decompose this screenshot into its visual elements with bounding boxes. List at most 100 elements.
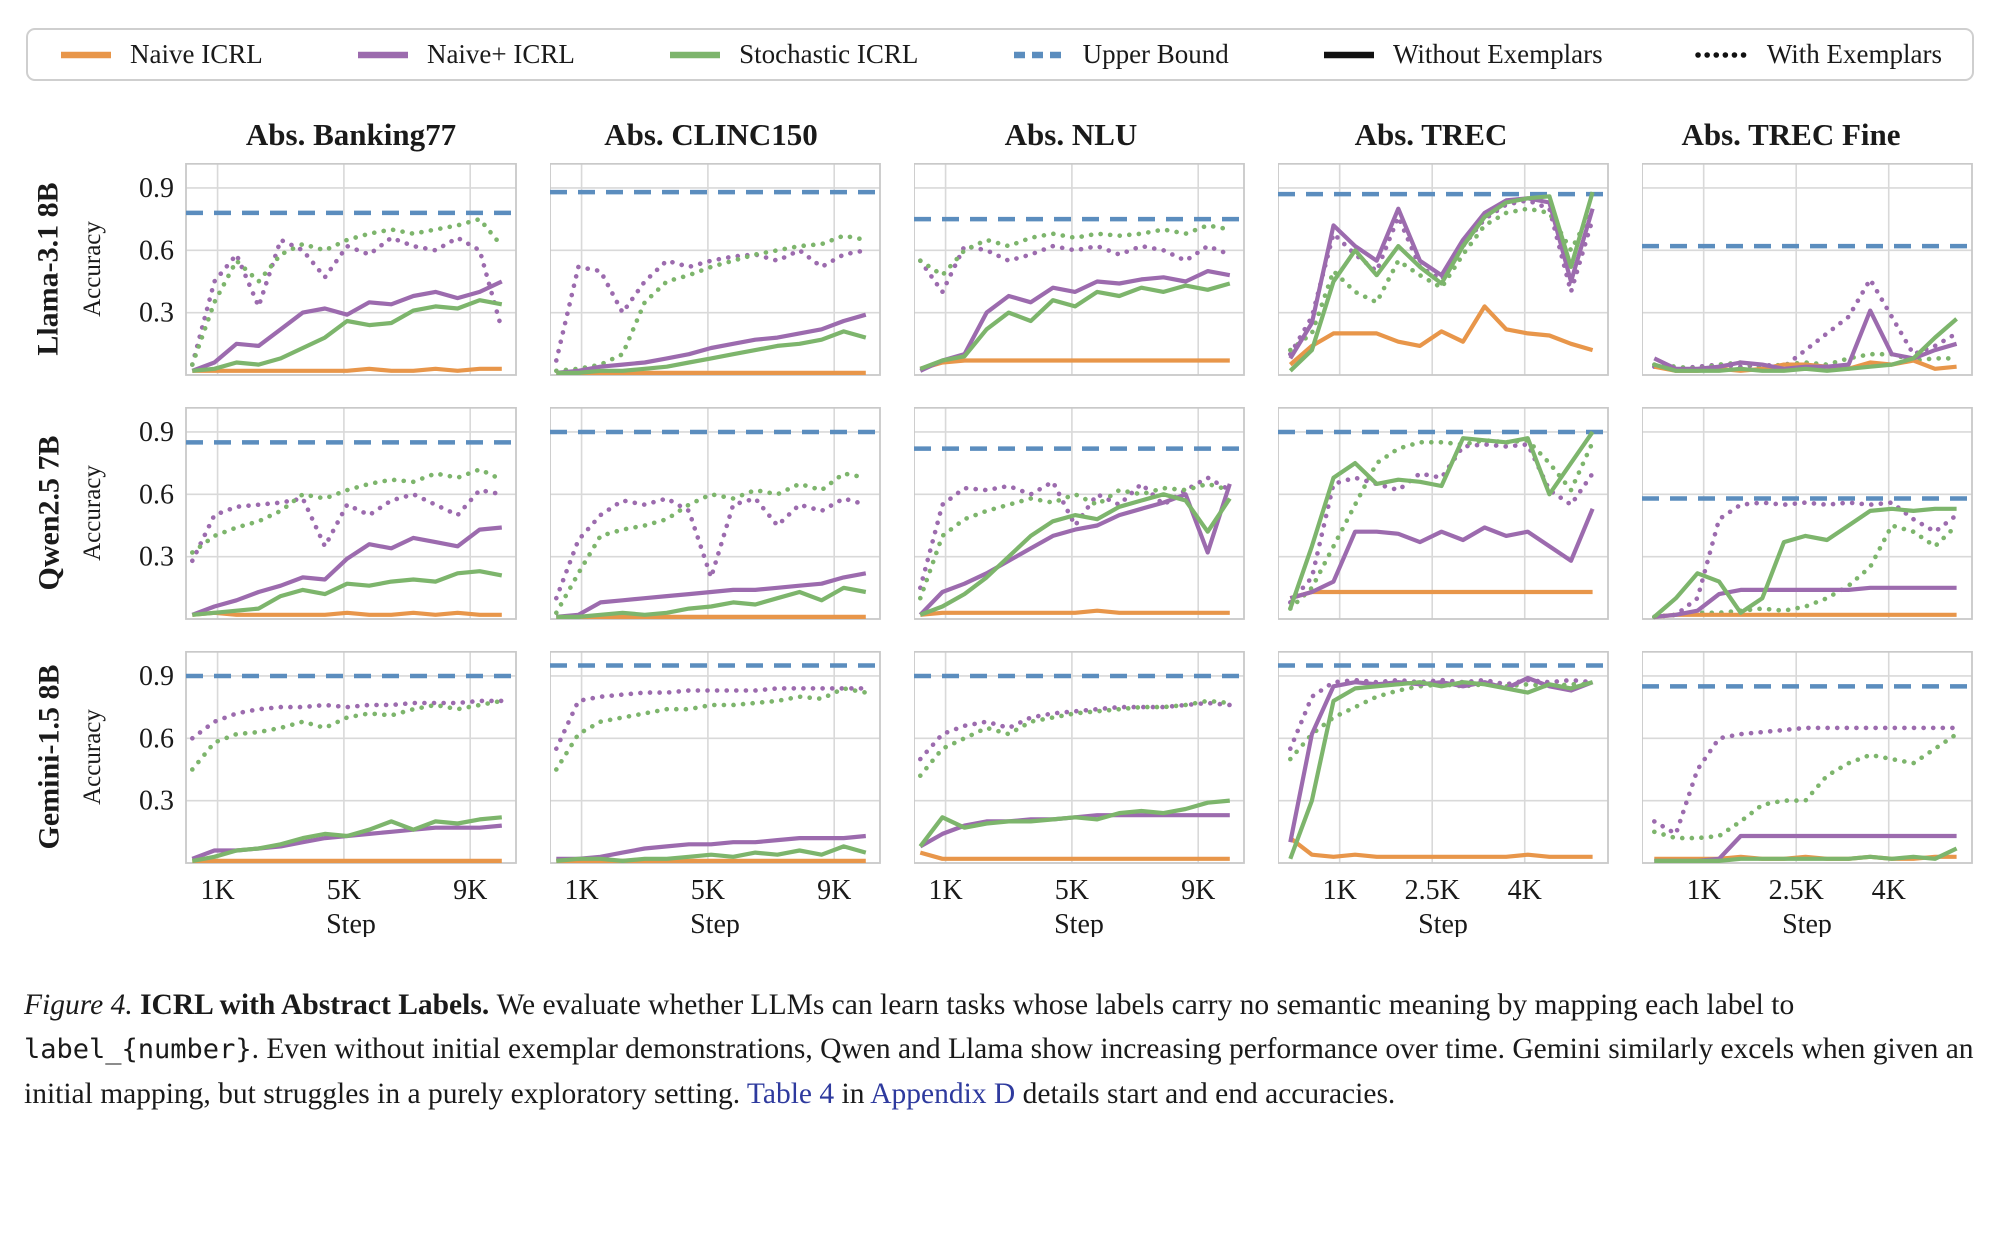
row-label-qwen2-5-7b: Qwen2.5 7B [24,407,74,619]
stochastic-ex-line [1652,523,1959,620]
caption-segment-2: We evaluate whether LLMs can learn tasks… [496,989,1795,1021]
link-table-4[interactable]: Table 4 [746,1077,835,1110]
stochastic-line [1288,430,1595,610]
column-title-abs-clinc150: Abs. CLINC150 [604,117,818,152]
x-tick-label: 5K [327,875,361,906]
column-title-abs-trec-fine: Abs. TREC Fine [1681,117,1901,152]
stochastic-ex-line [190,216,505,367]
stochastic-line [919,492,1232,617]
caption-segment-8: details start and end accuracies. [1015,1077,1396,1110]
legend-label: With Exemplars [1766,39,1942,69]
chart-panel-llama-3-1-8b-abs-banking77: 0.3 0.6 0.9 Accuracy [79,163,517,376]
caption-segment-6: in [834,1077,871,1110]
stochastic-line [1654,846,1958,863]
x-tick-label: 9K [1181,875,1215,906]
stochastic-ex-line [190,698,505,772]
naive-line [920,608,1230,617]
naive-plus-ex-line [554,686,869,751]
legend-label: Stochastic ICRL [739,39,919,69]
column-header-row: Abs. Banking77 Abs. CLINC150 Abs. NLU Abs. … [24,117,1976,153]
stochastic-line [192,298,503,373]
naive-plus-ex-line [190,698,505,741]
naive-plus-ex-line [1288,677,1595,751]
row-label-text: Llama-3.1 8B [32,182,65,356]
caption-segment-1: ICRL with Abstract Labels. [140,989,497,1021]
legend-label: Without Exemplars [1393,39,1603,69]
naive-plus-line [191,525,502,617]
stochastic-ex-line [918,223,1233,278]
y-tick-label: 0.3 [139,298,174,329]
stochastic-line [1652,506,1957,619]
figure-caption: Figure 4. ICRL with Abstract Labels. We … [24,983,1976,1116]
naive-line [192,366,502,373]
stochastic-ex-line [1652,731,1959,841]
stochastic-ex-line [554,233,869,374]
naive-plus-line [1654,585,1957,619]
y-tick-label: 0.9 [139,661,174,692]
stochastic-ex-line [918,698,1233,778]
chart-panel-qwen2-5-7b-abs-clinc150 [550,407,881,620]
y-tick-label: 0.6 [139,723,174,754]
naive-plus-ex-line [1652,500,1959,620]
stochastic-line [918,798,1230,848]
x-tick-label: 5K [691,875,725,906]
chart-panel-gemini-1-5-8b-abs-trec: 1K 2.5K 4K Step [1278,651,1609,937]
naive-line [192,610,502,617]
chart-row-llama-3-1-8b: Llama-3.1 8B 0.3 0.6 0.9 Accuracy [24,163,1976,381]
link-appendix-d[interactable]: Appendix D [870,1077,1016,1110]
naive-plus-line [1288,196,1595,360]
x-axis-label: Step [1418,909,1468,937]
x-tick-label: 1K [1687,875,1721,906]
chart-row-gemini-1-5-8b: Gemini-1.5 8B 0.3 0.6 0.9 Accuracy 1K 5K 9K Step… [24,651,1976,937]
naive-plus-line [191,279,503,373]
x-axis-label: Step [1782,909,1832,937]
column-title-abs-nlu: Abs. NLU [1004,117,1138,152]
chart-panel-llama-3-1-8b-abs-trec [1278,163,1609,376]
naive-plus-ex-line [554,496,869,601]
naive-line [1289,836,1593,859]
legend-item-stochastic-icrl: Stochastic ICRL [667,39,918,70]
legend-item-upper-bound: Upper Bound [1011,39,1229,70]
header-spacer [24,117,74,153]
x-tick-label: 1K [200,875,234,906]
chart-panel-gemini-1-5-8b-abs-banking77: 0.3 0.6 0.9 Accuracy 1K 5K 9K Step [79,651,517,937]
caption-segment-4: . Even without initial exemplar demonstr… [24,1033,1974,1110]
chart-panel-qwen2-5-7b-abs-trec-fine [1642,407,1973,620]
row-label-llama-3-1-8b: Llama-3.1 8B [24,163,74,375]
legend-item-without-exemplars: Without Exemplars [1321,39,1603,70]
legend-swatch-naive-icrl-icon [61,51,111,58]
naive-line [919,850,1230,861]
column-title-abs-banking77: Abs. Banking77 [245,117,457,152]
stochastic-ex-line [1288,437,1595,611]
chart-panel-llama-3-1-8b-abs-trec-fine [1642,163,1973,376]
legend-item-with-exemplars: With Exemplars [1695,39,1942,70]
stochastic-ex-line [554,686,869,772]
stochastic-line [1288,191,1595,373]
chart-panel-llama-3-1-8b-abs-nlu [914,163,1245,376]
y-tick-label: 0.3 [139,542,174,573]
x-tick-label: 2.5K [1405,875,1460,906]
naive-line [1289,589,1593,601]
figure-grid: Abs. Banking77 Abs. CLINC150 Abs. NLU Abs. … [24,117,1976,937]
legend-swatch-with-exemplars-icon [1695,51,1751,58]
y-tick-label: 0.3 [139,786,174,817]
naive-plus-ex-line [190,235,505,367]
stochastic-ex-line [918,481,1233,601]
x-axis-label: Step [326,909,376,937]
legend-label: Upper Bound [1082,39,1229,69]
naive-plus-line [919,813,1230,849]
naive-plus-line [1288,675,1594,843]
chart-panel-qwen2-5-7b-abs-nlu [914,407,1245,620]
stochastic-ex-line [1288,681,1595,762]
stochastic-ex-line [190,467,505,555]
y-axis-label: Accuracy [79,465,106,561]
y-tick-label: 0.6 [139,235,174,266]
row-label-gemini-1-5-8b: Gemini-1.5 8B [24,651,74,863]
y-tick-label: 0.9 [139,417,174,448]
x-axis-label: Step [690,909,740,937]
naive-plus-line [556,571,867,619]
y-axis-label: Accuracy [79,709,106,805]
legend-swatch-without-exemplars-icon [1324,51,1375,58]
naive-plus-ex-line [1652,277,1959,372]
y-axis-label: Accuracy [79,221,106,317]
